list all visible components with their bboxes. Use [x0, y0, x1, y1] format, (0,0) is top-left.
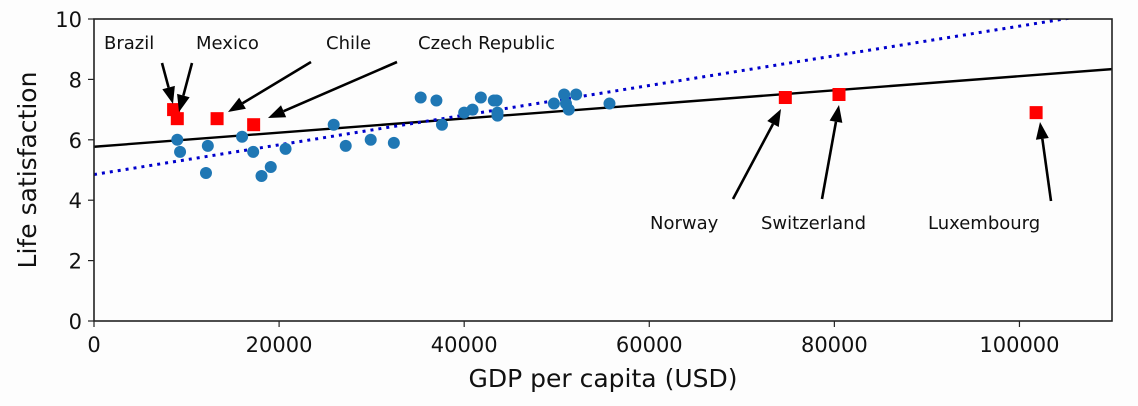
annotation-czech-republic: Czech Republic [418, 33, 555, 54]
arrow-head-icon [162, 85, 175, 104]
x-tick-label: 20000 [246, 333, 313, 357]
data-point [364, 133, 377, 146]
arrow-head-icon [1035, 122, 1049, 140]
plot-frame [93, 18, 1113, 322]
data-point [414, 91, 427, 104]
arrow-shaft [1041, 138, 1053, 202]
data-point [603, 97, 616, 110]
data-point [264, 160, 277, 173]
annotation-brazil: Brazil [104, 33, 154, 54]
arrow-head-icon [228, 97, 246, 112]
x-axis-ticks: 0 20000 40000 60000 80000 100000 [87, 321, 1060, 357]
data-point [558, 88, 571, 101]
data-point [255, 170, 268, 183]
x-tick-label: 0 [87, 333, 100, 357]
data-points [167, 88, 1043, 183]
data-point [174, 145, 187, 158]
y-tick-label: 4 [69, 189, 82, 213]
data-point [435, 118, 448, 131]
arrow-shaft [241, 60, 312, 105]
data-point [171, 133, 184, 146]
arrow-head-icon [177, 93, 190, 112]
data-point [199, 167, 212, 180]
arrow-shaft [820, 121, 838, 200]
highlight-point-switzerland [832, 88, 846, 101]
data-point [339, 139, 352, 152]
y-axis-ticks: 0 2 4 6 8 10 [55, 8, 94, 334]
data-point [570, 88, 583, 101]
data-point [279, 142, 292, 155]
data-point [491, 109, 504, 122]
arrow-shaft [160, 62, 170, 88]
highlight-point-norway [778, 91, 792, 105]
arrow-shaft [731, 123, 775, 200]
fit-line-solid [94, 67, 1112, 148]
x-tick-label: 100000 [979, 333, 1059, 357]
data-point [430, 94, 443, 107]
arrow-head-icon [767, 109, 781, 128]
x-tick-label: 60000 [616, 333, 683, 357]
highlight-point-czech-republic [247, 118, 261, 132]
annotation-arrows [160, 60, 1053, 202]
highlight-point-chile [210, 112, 224, 126]
data-point [236, 130, 249, 143]
y-tick-label: 8 [69, 68, 82, 92]
data-point [490, 94, 503, 107]
data-point [247, 145, 260, 158]
data-point [562, 103, 575, 116]
x-axis-label: GDP per capita (USD) [469, 364, 738, 393]
x-tick-label: 80000 [801, 333, 868, 357]
y-tick-label: 6 [69, 129, 82, 153]
annotation-luxembourg: Luxembourg [928, 213, 1040, 234]
arrow-head-icon [268, 105, 287, 118]
data-point [466, 103, 479, 116]
fit-lines [94, 19, 1112, 177]
arrow-shaft [283, 60, 398, 113]
y-tick-label: 10 [55, 8, 82, 32]
annotation-labels: Brazil Mexico Chile Czech Republic Norway Swi… [104, 33, 1040, 234]
data-point [474, 91, 487, 104]
annotation-switzerland: Switzerland [761, 213, 866, 234]
y-axis-label: Life satisfaction [13, 72, 42, 269]
y-tick-label: 2 [69, 250, 82, 274]
y-tick-label: 0 [69, 310, 82, 334]
data-point [327, 118, 340, 131]
data-point [547, 97, 560, 110]
highlight-point-luxembourg [1029, 106, 1043, 120]
annotation-norway: Norway [650, 213, 719, 234]
annotation-chile: Chile [326, 33, 371, 54]
arrow-head-icon [829, 105, 843, 123]
data-point [201, 139, 214, 152]
highlight-point-mexico [170, 112, 184, 126]
x-tick-label: 40000 [431, 333, 498, 357]
arrow-shaft [182, 62, 194, 96]
annotation-mexico: Mexico [196, 33, 259, 54]
data-point [387, 136, 400, 149]
